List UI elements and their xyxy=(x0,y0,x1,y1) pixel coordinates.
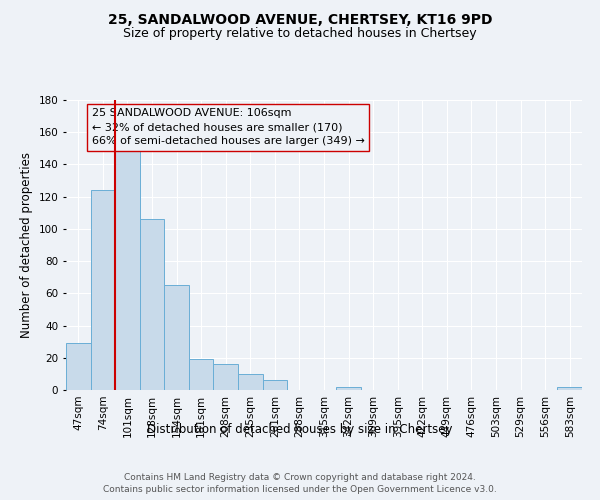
Y-axis label: Number of detached properties: Number of detached properties xyxy=(20,152,33,338)
Text: 25, SANDALWOOD AVENUE, CHERTSEY, KT16 9PD: 25, SANDALWOOD AVENUE, CHERTSEY, KT16 9P… xyxy=(108,12,492,26)
Text: Contains HM Land Registry data © Crown copyright and database right 2024.: Contains HM Land Registry data © Crown c… xyxy=(124,472,476,482)
Bar xyxy=(263,380,287,390)
Text: Distribution of detached houses by size in Chertsey: Distribution of detached houses by size … xyxy=(147,422,453,436)
Bar xyxy=(91,190,115,390)
Text: 25 SANDALWOOD AVENUE: 106sqm
← 32% of detached houses are smaller (170)
66% of s: 25 SANDALWOOD AVENUE: 106sqm ← 32% of de… xyxy=(92,108,365,146)
Text: Contains public sector information licensed under the Open Government Licence v3: Contains public sector information licen… xyxy=(103,485,497,494)
Bar xyxy=(336,387,361,390)
Bar xyxy=(115,148,140,390)
Bar xyxy=(238,374,263,390)
Bar xyxy=(214,364,238,390)
Bar xyxy=(164,286,189,390)
Bar xyxy=(189,360,214,390)
Text: Size of property relative to detached houses in Chertsey: Size of property relative to detached ho… xyxy=(123,28,477,40)
Bar xyxy=(140,219,164,390)
Bar xyxy=(66,344,91,390)
Bar xyxy=(557,387,582,390)
